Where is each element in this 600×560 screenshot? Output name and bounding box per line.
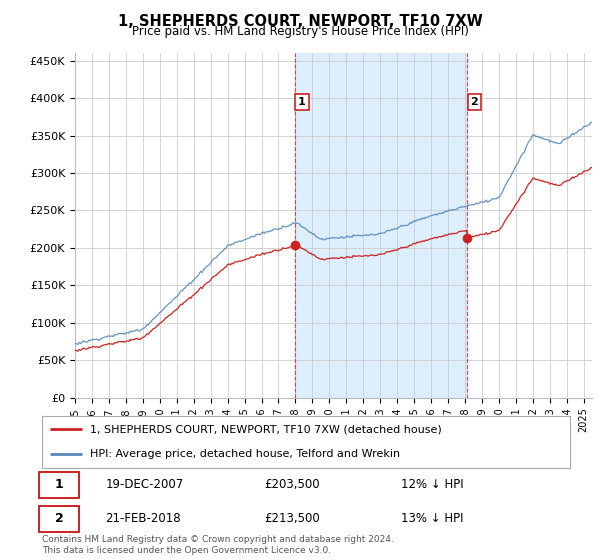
Bar	[295, 53, 467, 398]
Text: £213,500: £213,500	[264, 512, 320, 525]
Text: 2: 2	[55, 512, 63, 525]
Text: 1: 1	[298, 97, 306, 107]
Text: Contains HM Land Registry data © Crown copyright and database right 2024.
This d: Contains HM Land Registry data © Crown c…	[42, 535, 394, 555]
Text: £203,500: £203,500	[264, 478, 319, 491]
Text: 1: 1	[55, 478, 63, 491]
Text: HPI: Average price, detached house, Telford and Wrekin: HPI: Average price, detached house, Telf…	[89, 449, 400, 459]
Text: 19-DEC-2007: 19-DEC-2007	[106, 478, 184, 491]
FancyBboxPatch shape	[40, 472, 79, 498]
Text: 13% ↓ HPI: 13% ↓ HPI	[401, 512, 464, 525]
Text: 21-FEB-2018: 21-FEB-2018	[106, 512, 181, 525]
FancyBboxPatch shape	[40, 506, 79, 532]
Text: 2: 2	[470, 97, 478, 107]
Text: 1, SHEPHERDS COURT, NEWPORT, TF10 7XW: 1, SHEPHERDS COURT, NEWPORT, TF10 7XW	[118, 14, 482, 29]
Text: Price paid vs. HM Land Registry's House Price Index (HPI): Price paid vs. HM Land Registry's House …	[131, 25, 469, 38]
Text: 12% ↓ HPI: 12% ↓ HPI	[401, 478, 464, 491]
Text: 1, SHEPHERDS COURT, NEWPORT, TF10 7XW (detached house): 1, SHEPHERDS COURT, NEWPORT, TF10 7XW (d…	[89, 424, 441, 435]
